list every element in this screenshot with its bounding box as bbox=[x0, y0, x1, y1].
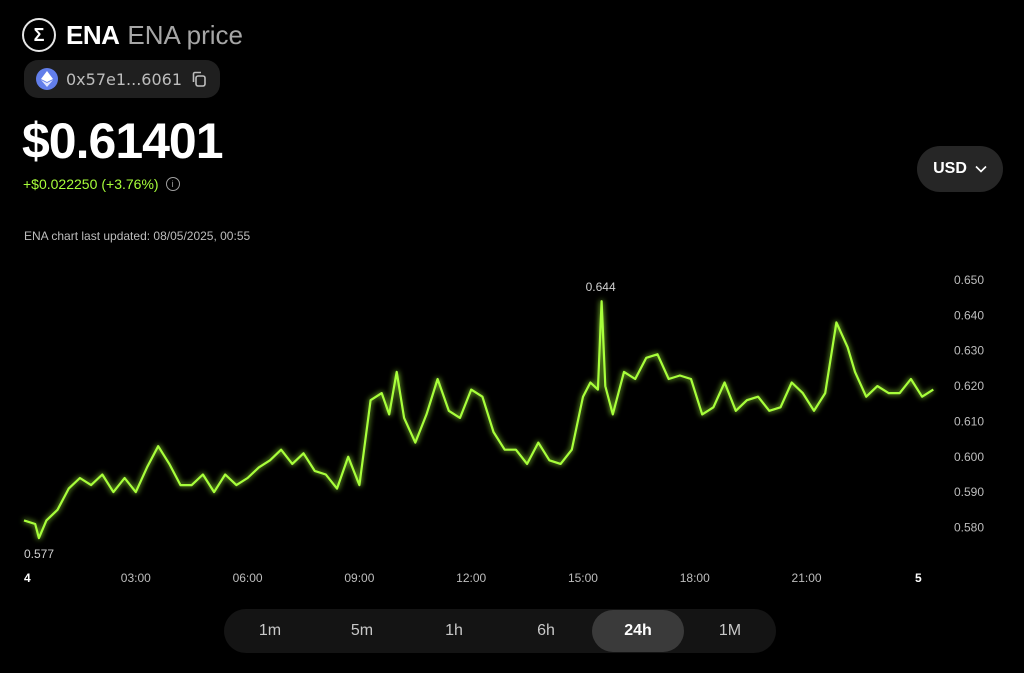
x-tick-label: 5 bbox=[915, 571, 922, 585]
y-tick-label: 0.620 bbox=[954, 379, 984, 393]
y-tick-label: 0.640 bbox=[954, 308, 984, 322]
copy-icon[interactable] bbox=[190, 70, 208, 88]
x-tick-label: 18:00 bbox=[680, 571, 710, 585]
last-updated: ENA chart last updated: 08/05/2025, 00:5… bbox=[24, 229, 251, 243]
y-tick-label: 0.630 bbox=[954, 344, 984, 358]
y-tick-label: 0.580 bbox=[954, 521, 984, 535]
contract-address: 0x57e1...6061 bbox=[65, 69, 182, 89]
token-symbol: ENA bbox=[66, 19, 120, 50]
contract-address-pill[interactable]: 0x57e1...6061 bbox=[24, 60, 220, 98]
price-chart: 0.650 0.640 0.630 0.620 0.610 0.600 0.590 0.580… bbox=[23, 273, 984, 585]
token-name: ENA price bbox=[127, 19, 244, 50]
x-tick-label: 09:00 bbox=[344, 571, 374, 585]
price-change: +$0.022250 (+3.76%) i bbox=[23, 176, 180, 192]
x-tick-label: 21:00 bbox=[792, 571, 822, 585]
tab-1m[interactable]: 1m bbox=[258, 622, 282, 639]
x-tick-label: 15:00 bbox=[568, 571, 598, 585]
price-change-percent: (+3.76%) bbox=[101, 176, 159, 192]
currency-label: USD bbox=[933, 160, 967, 177]
token-header: Σ ENA ENA price bbox=[22, 18, 243, 52]
ethereum-icon bbox=[36, 68, 58, 90]
info-icon[interactable]: i bbox=[165, 177, 180, 191]
x-tick-label: 4 bbox=[24, 571, 31, 585]
ena-logo-icon: Σ bbox=[22, 18, 56, 52]
tab-6h[interactable]: 6h bbox=[537, 622, 555, 639]
tab-24h[interactable]: 24h bbox=[592, 610, 684, 652]
currency-selector[interactable]: USD bbox=[917, 146, 1003, 192]
tab-5m[interactable]: 5m bbox=[350, 622, 374, 639]
y-tick-label: 0.610 bbox=[954, 414, 984, 428]
data-label: 0.577 bbox=[24, 547, 54, 561]
x-tick-label: 12:00 bbox=[456, 571, 486, 585]
tab-1m[interactable]: 1M bbox=[718, 622, 742, 639]
current-price: $0.61401 bbox=[22, 113, 224, 169]
x-tick-label: 06:00 bbox=[233, 571, 263, 585]
chevron-down-icon bbox=[975, 165, 987, 173]
timeframe-tabs: 1m 5m 1h 6h 24h 1M bbox=[224, 609, 776, 653]
price-series-line bbox=[23, 300, 934, 540]
y-tick-label: 0.600 bbox=[954, 450, 984, 464]
data-label: 0.644 bbox=[586, 280, 616, 294]
price-change-amount: +$0.022250 bbox=[23, 176, 98, 192]
tab-1h[interactable]: 1h bbox=[445, 622, 463, 639]
x-tick-label: 03:00 bbox=[121, 571, 151, 585]
y-tick-label: 0.650 bbox=[954, 273, 984, 287]
y-tick-label: 0.590 bbox=[954, 485, 984, 499]
